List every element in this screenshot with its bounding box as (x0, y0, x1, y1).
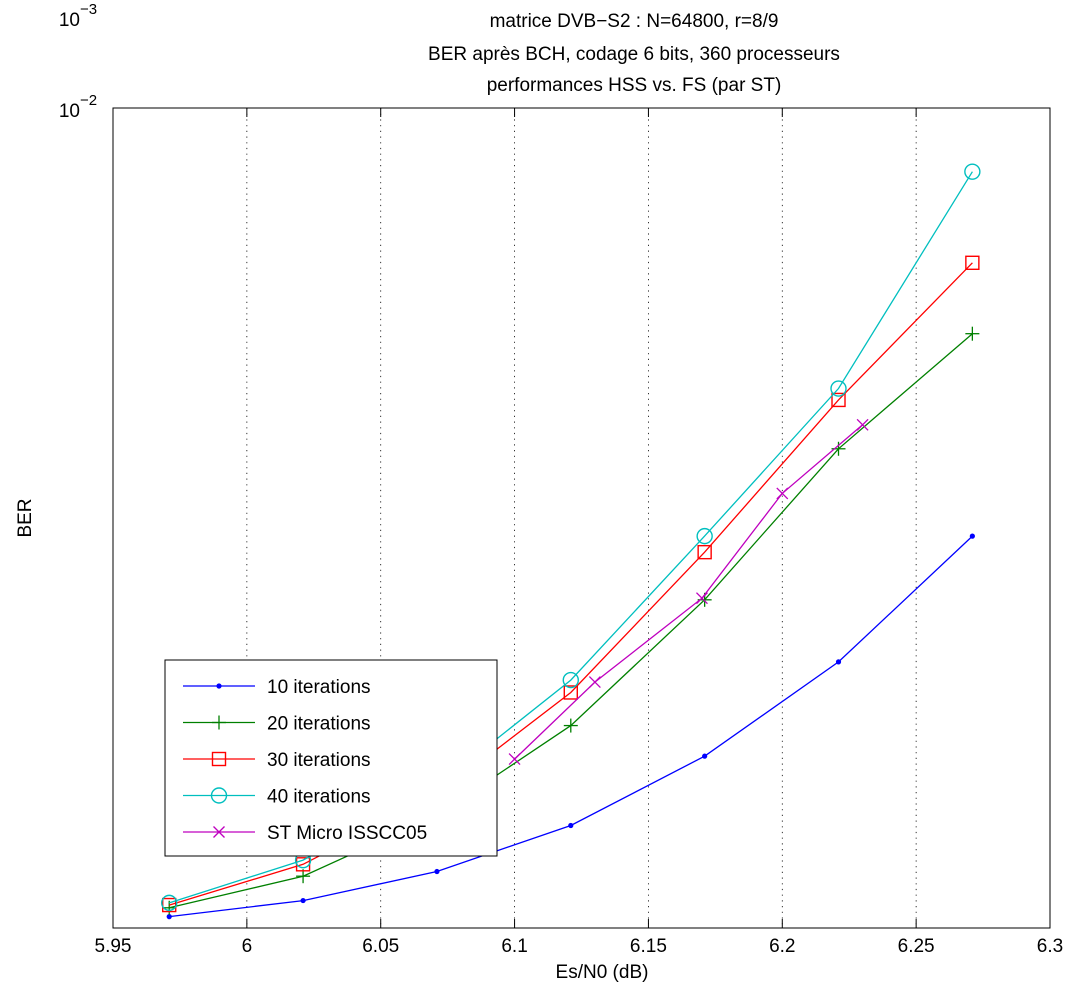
data-point (965, 255, 980, 270)
marker-stroke (588, 676, 601, 689)
data-point (776, 487, 789, 500)
data-point (212, 715, 226, 730)
data-point (562, 671, 579, 689)
data-point (162, 900, 177, 915)
data-point (830, 380, 847, 397)
y-tick-label: 10−2 (59, 92, 97, 122)
legend-label: ST Micro ISSCC05 (267, 823, 427, 844)
data-point (161, 894, 178, 912)
data-point (563, 685, 578, 700)
y-tick-label-base: 10 (59, 10, 80, 31)
x-tick-label: 6.25 (898, 936, 935, 957)
data-point (216, 683, 222, 689)
data-point (969, 533, 975, 539)
marker-stroke (213, 826, 225, 838)
data-point (696, 592, 708, 605)
data-point (213, 826, 225, 838)
x-axis-label: Es/N0 (dB) (556, 962, 649, 983)
x-tick-label: 6 (242, 936, 253, 957)
legend: 10 iterations 20 iterations 30 iterations 4… (164, 659, 498, 857)
plot-area-frame (112, 107, 1051, 929)
y-tick-label-exponent: −3 (80, 1, 97, 18)
data-point (296, 869, 311, 884)
legend-box (164, 659, 498, 857)
x-tick-label: 6.3 (1037, 936, 1063, 957)
title-line-3: performances HSS vs. FS (par ST) (487, 75, 782, 96)
data-point (831, 392, 846, 408)
marker-stroke (696, 592, 708, 605)
data-series (161, 163, 981, 920)
data-point (508, 753, 521, 766)
axes: 5.9566.056.16.156.26.256.310−210−310−410… (59, 1, 1063, 957)
y-tick-label: 10−3 (59, 1, 97, 31)
legend-label: 10 iterations (267, 677, 371, 698)
marker-stroke (856, 418, 869, 431)
chart-title: matrice DVB−S2 : N=64800, r=8/9 BER aprè… (428, 11, 840, 96)
series-5 (508, 418, 869, 766)
data-point (210, 787, 228, 804)
marker-stroke (508, 753, 521, 766)
legend-item: 20 iterations (183, 714, 371, 735)
data-point (568, 822, 574, 829)
marker-stroke (776, 487, 789, 500)
title-line-2: BER après BCH, codage 6 bits, 360 proces… (428, 44, 840, 65)
legend-item: 30 iterations (183, 750, 371, 771)
data-point (696, 527, 713, 545)
data-point (835, 659, 842, 665)
x-tick-label: 6.2 (769, 936, 795, 957)
legend-item: 40 iterations (183, 787, 371, 808)
legend-label: 20 iterations (267, 714, 371, 735)
data-point (166, 914, 172, 920)
data-point (211, 751, 227, 767)
x-tick-label: 6.05 (362, 936, 399, 957)
data-point (588, 676, 601, 689)
legend-label: 40 iterations (267, 787, 371, 808)
series-line (169, 171, 973, 904)
x-tick-label: 6.15 (630, 936, 667, 957)
y-tick-label-base: 10 (59, 101, 80, 122)
data-point (702, 753, 708, 759)
data-point (563, 718, 578, 733)
x-tick-label: 5.95 (95, 936, 132, 957)
series-4 (161, 163, 981, 912)
y-axis-label: BER (15, 498, 36, 537)
data-point (434, 868, 440, 875)
y-tick-label-exponent: −2 (80, 92, 97, 109)
data-point (965, 326, 980, 341)
series-1 (166, 533, 975, 920)
series-line (169, 262, 973, 906)
data-point (856, 418, 869, 431)
title-line-1: matrice DVB−S2 : N=64800, r=8/9 (490, 11, 779, 32)
data-point (697, 544, 712, 560)
data-point (300, 897, 306, 904)
data-point (964, 163, 981, 180)
legend-item: ST Micro ISSCC05 (183, 823, 427, 844)
x-tick-label: 6.1 (501, 936, 527, 957)
legend-item: 10 iterations (183, 677, 371, 698)
legend-label: 30 iterations (267, 750, 371, 771)
